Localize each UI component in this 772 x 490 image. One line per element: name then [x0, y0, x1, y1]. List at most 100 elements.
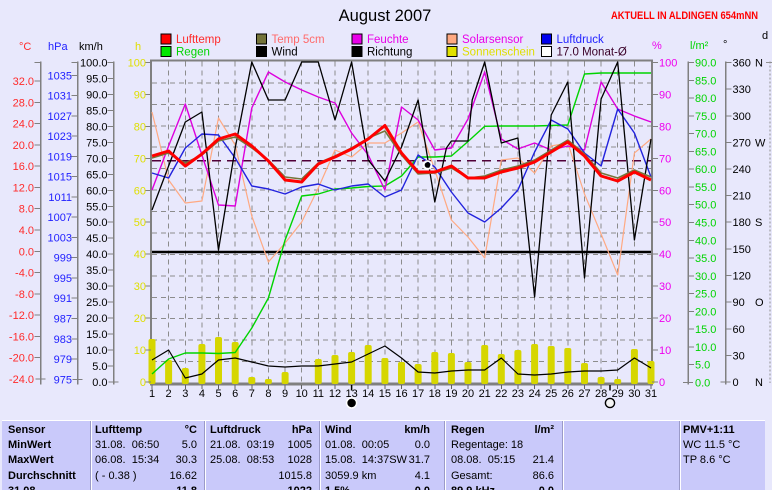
svg-text:7: 7: [249, 388, 255, 400]
svg-text:80.0: 80.0: [695, 93, 716, 105]
svg-text:85.0: 85.0: [695, 75, 716, 87]
svg-text:1011: 1011: [48, 192, 72, 204]
svg-text:19: 19: [445, 388, 457, 400]
svg-text:5.0: 5.0: [695, 360, 710, 372]
svg-text:90.0: 90.0: [86, 90, 107, 102]
svg-text:999: 999: [54, 253, 72, 265]
svg-text:hPa: hPa: [48, 41, 68, 53]
svg-text:N: N: [755, 377, 763, 389]
svg-text:15: 15: [379, 388, 391, 400]
svg-text:Richtung: Richtung: [367, 47, 412, 59]
svg-text:90: 90: [733, 297, 745, 309]
svg-text:d: d: [762, 30, 768, 42]
svg-text:O: O: [755, 297, 764, 309]
svg-text:991: 991: [54, 293, 72, 305]
svg-text:30.0: 30.0: [86, 281, 107, 293]
svg-text:1027: 1027: [48, 111, 72, 123]
svg-text:100.0: 100.0: [80, 58, 108, 70]
svg-text:0: 0: [659, 377, 665, 389]
svg-text:995: 995: [54, 273, 72, 285]
svg-text:23: 23: [512, 388, 524, 400]
svg-text:0.0: 0.0: [19, 246, 34, 258]
svg-text:N: N: [755, 58, 763, 70]
svg-text:l/m²: l/m²: [690, 40, 709, 52]
svg-text:360: 360: [733, 58, 751, 70]
svg-text:60: 60: [659, 185, 671, 197]
svg-text:4.0: 4.0: [19, 225, 34, 237]
svg-text:60.0: 60.0: [86, 185, 107, 197]
svg-text:75.0: 75.0: [86, 137, 107, 149]
svg-text:AKTUELL IN ALDINGEN 654mNN: AKTUELL IN ALDINGEN 654mNN: [611, 10, 758, 22]
svg-text:1007: 1007: [48, 212, 72, 224]
svg-text:12.0: 12.0: [13, 182, 34, 194]
svg-text:65.0: 65.0: [86, 169, 107, 181]
svg-text:210: 210: [733, 191, 751, 203]
svg-text:35.0: 35.0: [86, 265, 107, 277]
svg-text:20: 20: [134, 313, 146, 325]
svg-text:10.0: 10.0: [695, 342, 716, 354]
svg-text:150: 150: [733, 244, 751, 256]
svg-text:80: 80: [134, 121, 146, 133]
svg-text:70: 70: [134, 153, 146, 165]
svg-text:18: 18: [429, 388, 441, 400]
svg-text:0: 0: [140, 377, 146, 389]
svg-text:0.0: 0.0: [92, 377, 107, 389]
svg-text:Feuchte: Feuchte: [367, 34, 409, 46]
svg-text:40.0: 40.0: [86, 249, 107, 261]
svg-text:26: 26: [562, 388, 574, 400]
svg-text:16.0: 16.0: [13, 161, 34, 173]
svg-text:50.0: 50.0: [86, 217, 107, 229]
svg-text:22: 22: [495, 388, 507, 400]
svg-text:%: %: [652, 40, 662, 52]
svg-text:13: 13: [345, 388, 357, 400]
svg-text:Sonnenschein: Sonnenschein: [462, 47, 535, 59]
svg-text:50.0: 50.0: [695, 200, 716, 212]
svg-text:14: 14: [362, 388, 374, 400]
svg-text:24.0: 24.0: [13, 119, 34, 131]
svg-text:-12.0: -12.0: [9, 310, 34, 322]
svg-text:10: 10: [134, 345, 146, 357]
svg-text:27: 27: [578, 388, 590, 400]
svg-text:-24.0: -24.0: [9, 374, 34, 386]
svg-text:12: 12: [329, 388, 341, 400]
svg-text:6: 6: [232, 388, 238, 400]
svg-text:28: 28: [595, 388, 607, 400]
svg-text:20: 20: [659, 313, 671, 325]
svg-text:15.0: 15.0: [695, 324, 716, 336]
svg-text:1015: 1015: [48, 172, 72, 184]
svg-text:°: °: [723, 39, 727, 51]
svg-text:S: S: [755, 217, 762, 229]
svg-text:20.0: 20.0: [86, 313, 107, 325]
svg-text:-4.0: -4.0: [15, 268, 34, 280]
svg-text:August 2007: August 2007: [339, 7, 432, 25]
svg-text:180: 180: [733, 217, 751, 229]
svg-text:80: 80: [659, 121, 671, 133]
svg-text:10.0: 10.0: [86, 345, 107, 357]
svg-text:32.0: 32.0: [13, 76, 34, 88]
svg-text:240: 240: [733, 164, 751, 176]
svg-text:9: 9: [282, 388, 288, 400]
svg-text:50: 50: [659, 217, 671, 229]
svg-text:40: 40: [659, 249, 671, 261]
svg-text:Lufttemp: Lufttemp: [176, 34, 221, 46]
svg-text:h: h: [135, 41, 141, 53]
svg-text:28.0: 28.0: [13, 97, 34, 109]
svg-text:30: 30: [134, 281, 146, 293]
svg-text:30: 30: [659, 281, 671, 293]
svg-text:70.0: 70.0: [695, 129, 716, 141]
svg-text:Luftdruck: Luftdruck: [557, 34, 605, 46]
svg-text:100: 100: [659, 58, 677, 70]
svg-text:5.0: 5.0: [92, 361, 107, 373]
svg-text:20: 20: [462, 388, 474, 400]
svg-text:55.0: 55.0: [86, 201, 107, 213]
svg-text:25: 25: [545, 388, 557, 400]
svg-text:30: 30: [733, 350, 745, 362]
svg-text:W: W: [755, 137, 766, 149]
svg-text:21: 21: [479, 388, 491, 400]
svg-text:10: 10: [296, 388, 308, 400]
svg-text:100: 100: [128, 58, 146, 70]
svg-text:24: 24: [528, 388, 540, 400]
svg-text:29: 29: [612, 388, 624, 400]
svg-text:55.0: 55.0: [695, 182, 716, 194]
svg-text:975: 975: [54, 374, 72, 386]
